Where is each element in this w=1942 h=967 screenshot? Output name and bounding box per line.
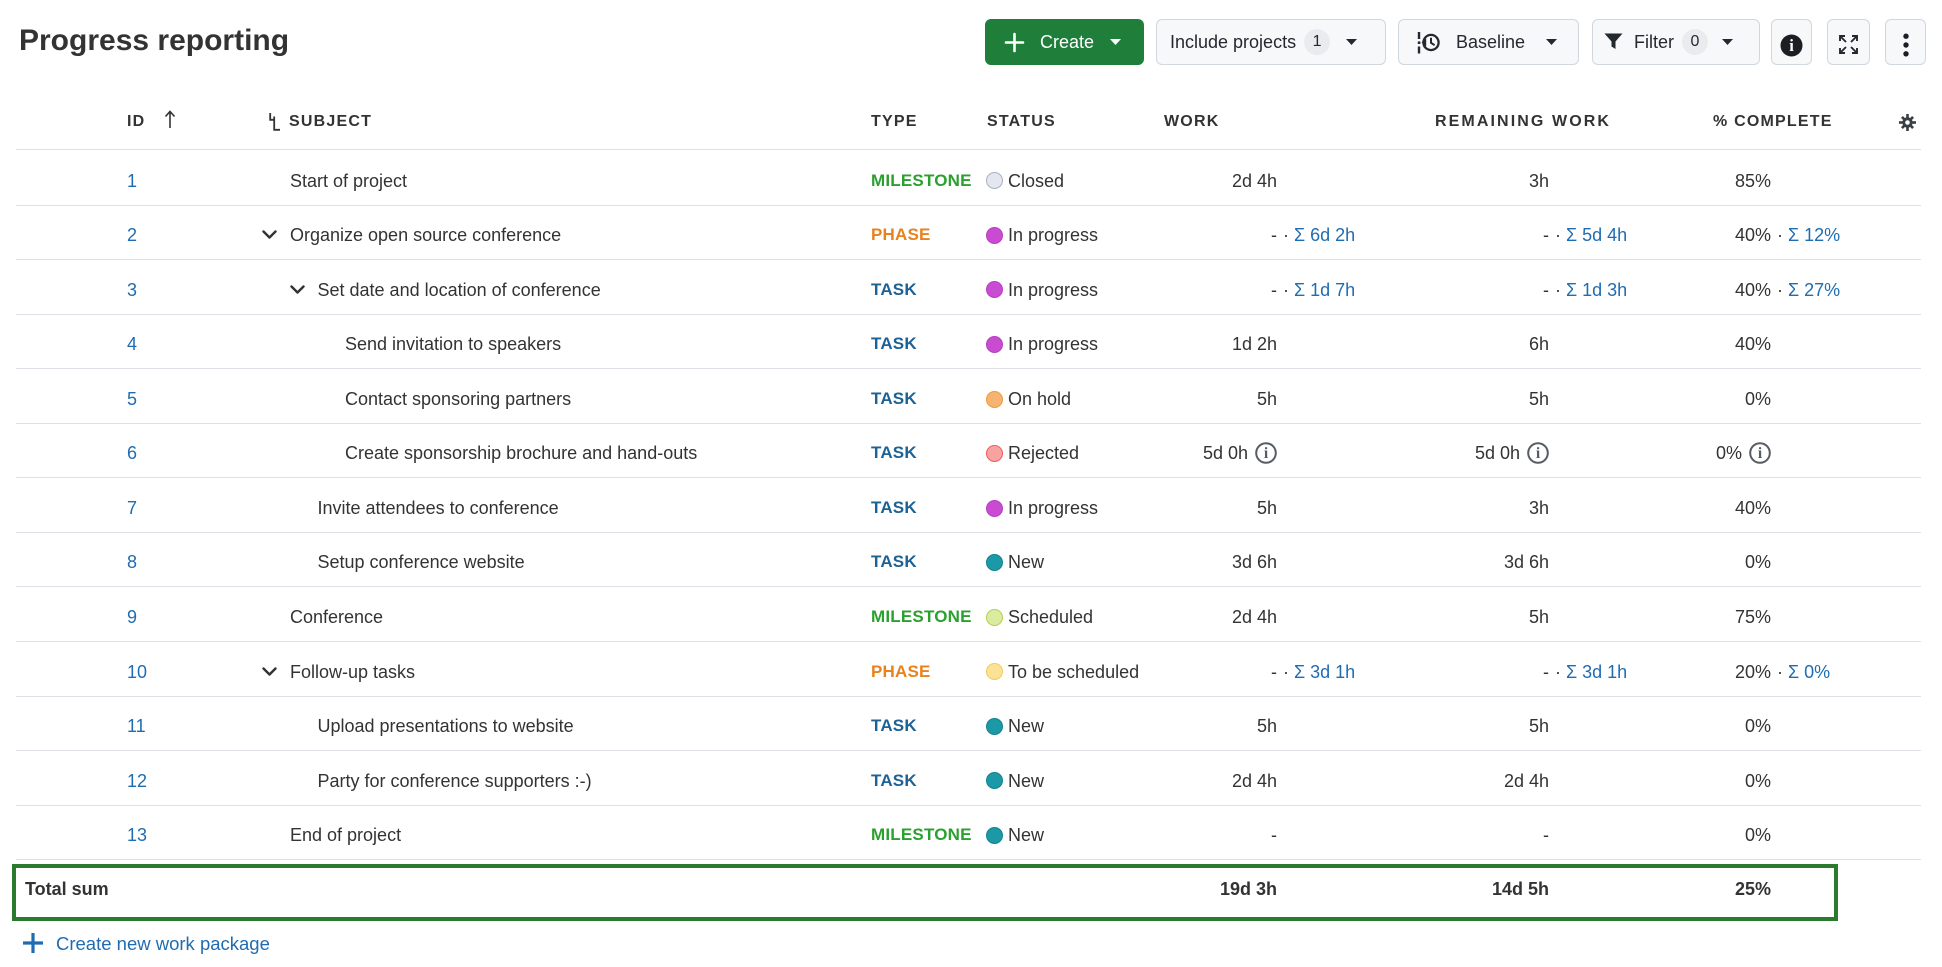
svg-text:i: i — [1758, 445, 1763, 462]
svg-text:i: i — [1789, 36, 1794, 55]
svg-text:i: i — [1264, 445, 1269, 462]
svg-text:i: i — [1536, 445, 1541, 462]
